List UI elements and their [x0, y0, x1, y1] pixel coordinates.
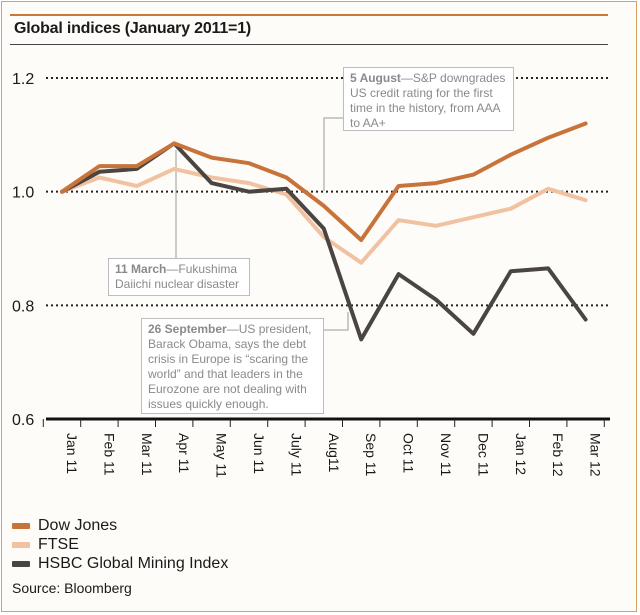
x-tick-label: Nov 11 [438, 433, 454, 477]
top-accent-rule [10, 14, 608, 16]
x-tick-label: Dec 11 [475, 433, 491, 477]
x-tick-label: Mar 11 [139, 433, 155, 476]
annotation-connector-26-september [324, 312, 349, 331]
annotation-26-september-date: 26 September [148, 322, 227, 336]
x-tick-label: Jan 11 [64, 433, 80, 474]
legend-label-hsbc: HSBC Global Mining Index [38, 555, 229, 572]
legend-swatch-dow-jones [12, 522, 30, 529]
x-tick-label: May 11 [214, 433, 230, 478]
y-tick-label: 0.6 [12, 412, 34, 429]
x-tick-label: July 11 [288, 433, 304, 477]
x-tick-label: Apr 11 [176, 433, 192, 473]
x-tick-label: Oct 11 [401, 433, 417, 473]
annotation-26-september-text: —US president, Barack Obama, says the de… [148, 322, 312, 411]
annotation-5-august-text: —S&P downgrades US credit rating for the… [350, 71, 506, 130]
series-dow-jones-line [60, 121, 588, 242]
x-tick-label: Jun 11 [251, 433, 267, 474]
annotation-11-march-date: 11 March [115, 262, 167, 276]
legend-item-dow-jones: Dow Jones [12, 516, 228, 535]
source-note: Source: Bloomberg [12, 580, 132, 596]
legend-swatch-hsbc [12, 560, 30, 567]
y-tick-label: 1.2 [12, 71, 34, 88]
x-tick-label: Mar 12 [588, 433, 604, 477]
annotation-11-march-text: —Fukushima Daiichi nuclear disaster [115, 262, 240, 291]
legend-item-hsbc: HSBC Global Mining Index [12, 554, 228, 573]
x-tick-label: Feb 12 [550, 433, 566, 477]
x-tick-label: Jan 12 [513, 433, 529, 475]
y-tick-label: 0.8 [12, 298, 34, 315]
chart-legend: Dow Jones FTSE HSBC Global Mining Index [12, 516, 228, 573]
x-tick-label: Aug11 [326, 433, 342, 473]
annotation-5-august: 5 August—S&P downgrades US credit rating… [343, 67, 514, 131]
legend-swatch-ftse [12, 541, 30, 548]
annotation-connector-5-august [323, 117, 343, 191]
series-ftse-line [60, 166, 588, 265]
x-tick-label: Feb 11 [101, 433, 117, 476]
annotation-26-september: 26 September—US president, Barack Obama,… [141, 318, 324, 414]
annotation-5-august-date: 5 August [350, 71, 401, 85]
annotation-11-march: 11 March—Fukushima Daiichi nuclear disas… [108, 258, 250, 296]
legend-item-ftse: FTSE [12, 535, 228, 554]
y-tick-label: 1.0 [12, 185, 34, 202]
legend-label-dow-jones: Dow Jones [38, 517, 118, 534]
x-tick-label: Sep 11 [363, 433, 379, 477]
chart-title: Global indices (January 2011=1) [14, 20, 252, 37]
legend-label-ftse: FTSE [38, 536, 79, 553]
title-divider [10, 44, 608, 45]
